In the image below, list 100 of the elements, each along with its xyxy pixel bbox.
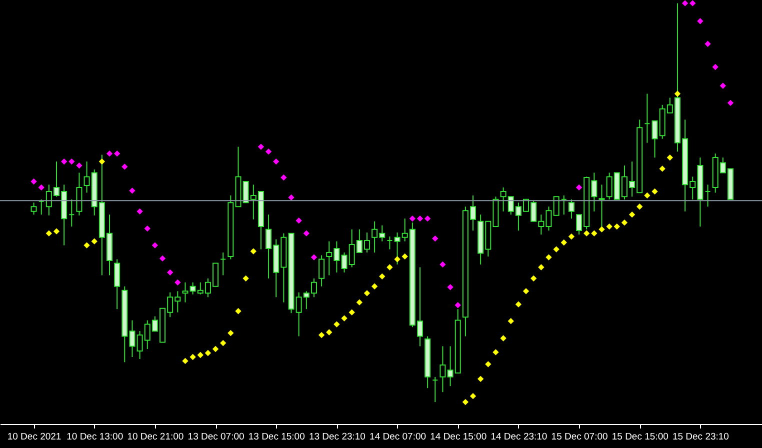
- point: [614, 223, 620, 230]
- x-tick-label: 10 Dec 2021: [7, 432, 62, 442]
- candlestick: [440, 346, 446, 393]
- point: [318, 332, 325, 338]
- x-tick-label: 13 Dec 07:00: [188, 432, 244, 442]
- point: [432, 235, 438, 242]
- point: [53, 228, 60, 234]
- candlestick: [318, 254, 325, 287]
- candlestick: [644, 93, 650, 144]
- point: [144, 225, 150, 232]
- point: [553, 246, 560, 252]
- point: [712, 64, 718, 70]
- point: [584, 230, 590, 236]
- point: [546, 254, 552, 260]
- point: [136, 208, 143, 214]
- point: [167, 269, 174, 276]
- x-tick-label: 10 Dec 21:00: [127, 432, 184, 442]
- point: [190, 354, 196, 360]
- point: [522, 288, 530, 294]
- point: [371, 283, 378, 290]
- point: [674, 90, 681, 97]
- point: [424, 216, 431, 222]
- point: [129, 188, 136, 194]
- point: [447, 284, 454, 290]
- x-tick-label: 15 Dec 07:00: [551, 432, 608, 442]
- point: [402, 253, 408, 260]
- point: [212, 346, 219, 352]
- point: [576, 184, 582, 191]
- point: [682, 0, 688, 6]
- point: [235, 308, 242, 314]
- point: [280, 174, 287, 181]
- point: [296, 217, 302, 224]
- point: [273, 158, 280, 165]
- point: [591, 230, 598, 236]
- candlestick: [38, 198, 44, 216]
- point: [76, 162, 82, 169]
- point: [636, 204, 643, 210]
- x-tick-label: 14 Dec 23:10: [490, 432, 548, 442]
- point: [386, 264, 393, 270]
- point: [98, 158, 106, 165]
- point: [628, 212, 636, 218]
- point: [508, 318, 514, 324]
- x-tick-label: 14 Dec 07:00: [370, 432, 426, 442]
- point: [598, 226, 605, 232]
- point: [228, 330, 234, 336]
- point: [652, 188, 658, 195]
- point: [250, 248, 256, 254]
- point: [720, 82, 726, 89]
- point: [416, 216, 424, 222]
- point: [182, 358, 188, 364]
- point: [46, 230, 52, 236]
- point: [364, 290, 370, 296]
- x-tick-label: 15 Dec 23:10: [672, 432, 729, 442]
- point: [152, 242, 158, 248]
- point: [440, 261, 446, 268]
- point: [310, 254, 318, 260]
- point: [356, 299, 362, 306]
- point: [485, 361, 492, 368]
- point: [454, 302, 461, 308]
- point: [326, 329, 332, 336]
- candlestick: [182, 282, 188, 303]
- candlestick: [76, 172, 82, 216]
- point: [204, 350, 212, 356]
- candlestick: [704, 184, 711, 208]
- point: [242, 275, 249, 282]
- point: [265, 148, 272, 155]
- point: [478, 376, 484, 382]
- point: [538, 264, 544, 270]
- point: [500, 335, 506, 342]
- x-tick-label: 13 Dec 15:00: [248, 432, 305, 442]
- candlestick: [68, 198, 75, 228]
- point: [303, 230, 310, 236]
- point: [288, 194, 294, 201]
- point: [159, 255, 166, 262]
- point: [106, 150, 113, 157]
- x-tick-label: 15 Dec 15:00: [612, 432, 668, 442]
- point: [560, 239, 567, 246]
- point: [659, 166, 666, 172]
- point: [409, 216, 416, 222]
- point: [122, 164, 128, 170]
- candlestick: [568, 198, 574, 220]
- point: [334, 321, 340, 328]
- point: [515, 301, 522, 308]
- point: [690, 0, 696, 6]
- candlestick: [30, 202, 37, 216]
- x-tick-label: 13 Dec 23:10: [308, 432, 366, 442]
- point: [30, 178, 37, 185]
- candlestick: [114, 258, 120, 310]
- x-tick-label: 14 Dec 15:00: [430, 432, 487, 442]
- point: [530, 275, 537, 282]
- point: [644, 192, 650, 199]
- candlestick: [386, 236, 393, 250]
- point: [91, 238, 98, 244]
- point: [697, 18, 704, 24]
- point: [197, 352, 204, 358]
- point: [38, 184, 44, 191]
- point: [84, 242, 90, 248]
- point: [666, 154, 673, 161]
- candlestick: [553, 196, 560, 216]
- candlestick: [220, 252, 226, 276]
